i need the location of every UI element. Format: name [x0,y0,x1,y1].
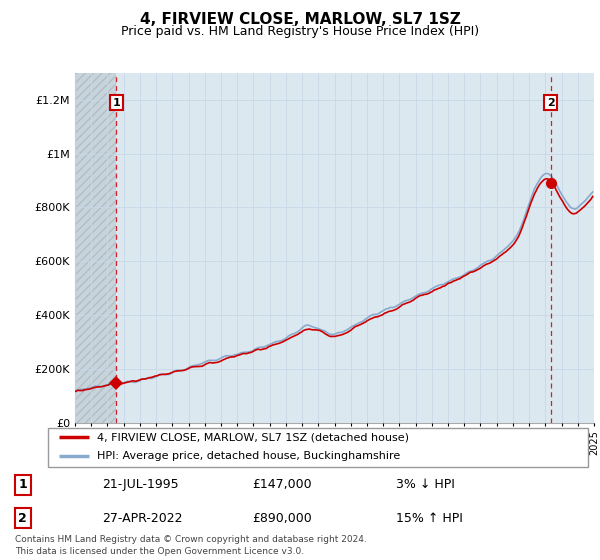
Text: £147,000: £147,000 [252,478,311,491]
FancyBboxPatch shape [48,428,588,467]
Text: HPI: Average price, detached house, Buckinghamshire: HPI: Average price, detached house, Buck… [97,451,400,461]
Text: 1: 1 [112,97,120,108]
Polygon shape [75,73,116,423]
Text: 21-JUL-1995: 21-JUL-1995 [102,478,179,491]
Text: 4, FIRVIEW CLOSE, MARLOW, SL7 1SZ: 4, FIRVIEW CLOSE, MARLOW, SL7 1SZ [140,12,460,27]
Text: £890,000: £890,000 [252,511,312,525]
Text: 1: 1 [19,478,27,491]
Text: 4, FIRVIEW CLOSE, MARLOW, SL7 1SZ (detached house): 4, FIRVIEW CLOSE, MARLOW, SL7 1SZ (detac… [97,432,409,442]
Text: Price paid vs. HM Land Registry's House Price Index (HPI): Price paid vs. HM Land Registry's House … [121,25,479,38]
Text: 27-APR-2022: 27-APR-2022 [102,511,182,525]
Text: 2: 2 [19,511,27,525]
Text: 2: 2 [547,97,554,108]
Text: 3% ↓ HPI: 3% ↓ HPI [396,478,455,491]
Text: 15% ↑ HPI: 15% ↑ HPI [396,511,463,525]
Text: Contains HM Land Registry data © Crown copyright and database right 2024.
This d: Contains HM Land Registry data © Crown c… [15,535,367,556]
